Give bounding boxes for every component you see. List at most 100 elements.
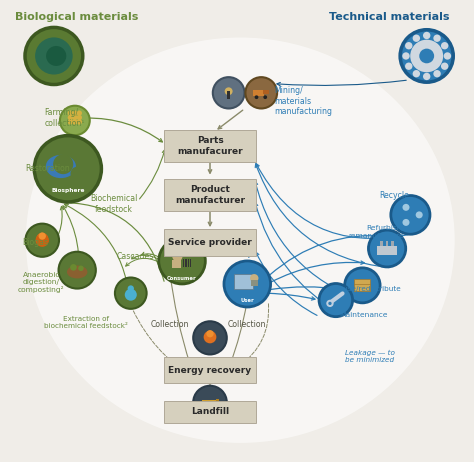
Circle shape <box>193 386 227 419</box>
Text: Extraction of
biochemical feedstock²: Extraction of biochemical feedstock² <box>44 316 128 329</box>
Circle shape <box>172 251 182 261</box>
Circle shape <box>213 77 245 109</box>
Circle shape <box>246 77 277 109</box>
FancyBboxPatch shape <box>164 357 256 383</box>
FancyBboxPatch shape <box>186 259 187 267</box>
FancyBboxPatch shape <box>392 241 394 246</box>
Circle shape <box>36 234 49 247</box>
Circle shape <box>410 40 443 72</box>
Circle shape <box>319 284 353 316</box>
Circle shape <box>416 212 423 219</box>
Circle shape <box>38 232 46 240</box>
Text: Farming/
collection¹: Farming/ collection¹ <box>45 108 85 128</box>
FancyBboxPatch shape <box>386 241 388 246</box>
FancyBboxPatch shape <box>172 260 181 268</box>
FancyBboxPatch shape <box>183 259 184 267</box>
Circle shape <box>250 274 258 282</box>
Circle shape <box>159 238 205 284</box>
FancyBboxPatch shape <box>216 399 219 407</box>
Text: Energy recovery: Energy recovery <box>168 365 252 375</box>
Circle shape <box>203 405 208 410</box>
Circle shape <box>59 252 96 289</box>
Circle shape <box>46 46 66 66</box>
FancyBboxPatch shape <box>164 130 256 162</box>
Text: Anaerobic
digestion/
composting²: Anaerobic digestion/ composting² <box>18 272 64 293</box>
Circle shape <box>115 278 146 309</box>
FancyBboxPatch shape <box>253 90 264 96</box>
Text: Collection: Collection <box>228 320 266 328</box>
FancyBboxPatch shape <box>201 400 217 406</box>
Text: User: User <box>240 298 254 303</box>
Circle shape <box>125 289 137 301</box>
Circle shape <box>68 119 73 125</box>
Ellipse shape <box>26 37 455 443</box>
Circle shape <box>345 268 380 303</box>
Text: Biogas: Biogas <box>23 238 49 247</box>
FancyBboxPatch shape <box>235 274 253 289</box>
Circle shape <box>225 87 233 95</box>
FancyBboxPatch shape <box>185 259 186 267</box>
Text: Service provider: Service provider <box>168 238 252 247</box>
Text: Landfill: Landfill <box>191 407 229 416</box>
FancyBboxPatch shape <box>263 90 269 94</box>
Circle shape <box>60 106 90 135</box>
Text: Restoration: Restoration <box>25 164 70 173</box>
Circle shape <box>405 42 412 49</box>
Circle shape <box>328 302 332 305</box>
Ellipse shape <box>67 266 87 279</box>
Circle shape <box>433 70 441 77</box>
Circle shape <box>444 52 451 60</box>
Text: Collection: Collection <box>150 320 189 328</box>
Circle shape <box>413 35 420 42</box>
Text: Consumer: Consumer <box>167 276 197 281</box>
Text: Reuse/redistribute: Reuse/redistribute <box>334 286 401 292</box>
Text: Leakage — to
be minimized: Leakage — to be minimized <box>345 350 395 363</box>
Circle shape <box>193 321 227 354</box>
FancyBboxPatch shape <box>380 241 383 246</box>
Circle shape <box>402 204 410 211</box>
Circle shape <box>35 37 73 74</box>
Text: Biological materials: Biological materials <box>16 12 139 22</box>
FancyBboxPatch shape <box>129 287 133 292</box>
Circle shape <box>413 70 420 77</box>
Circle shape <box>77 115 82 120</box>
Circle shape <box>224 261 271 307</box>
FancyBboxPatch shape <box>164 229 256 256</box>
Circle shape <box>423 32 430 39</box>
Circle shape <box>400 30 453 82</box>
Text: Cascades: Cascades <box>117 252 154 261</box>
Circle shape <box>211 405 216 410</box>
Text: Recycle: Recycle <box>379 190 409 200</box>
Circle shape <box>264 95 267 99</box>
FancyBboxPatch shape <box>164 401 256 423</box>
FancyBboxPatch shape <box>355 279 370 292</box>
Text: Mining/
materials
manufacturing: Mining/ materials manufacturing <box>274 86 332 116</box>
Circle shape <box>128 286 134 292</box>
Circle shape <box>68 115 73 120</box>
Circle shape <box>368 230 406 267</box>
Circle shape <box>423 73 430 80</box>
FancyBboxPatch shape <box>228 91 230 99</box>
Circle shape <box>441 42 448 49</box>
Circle shape <box>53 154 73 174</box>
Circle shape <box>77 110 82 116</box>
Circle shape <box>78 266 84 271</box>
Text: Refurbish/
remanufacture: Refurbish/ remanufacture <box>349 225 404 238</box>
FancyBboxPatch shape <box>190 259 191 267</box>
Circle shape <box>34 136 101 202</box>
Text: Biosphere: Biosphere <box>51 188 85 193</box>
Circle shape <box>433 35 441 42</box>
Text: Biochemical
feedstock: Biochemical feedstock <box>90 195 137 214</box>
Circle shape <box>72 115 78 120</box>
Circle shape <box>25 27 83 85</box>
Circle shape <box>255 95 258 99</box>
Circle shape <box>204 331 216 343</box>
Circle shape <box>72 119 78 125</box>
Text: Technical materials: Technical materials <box>329 12 450 22</box>
Circle shape <box>419 49 434 63</box>
FancyBboxPatch shape <box>188 259 189 267</box>
Circle shape <box>72 110 78 116</box>
Circle shape <box>206 330 214 337</box>
Circle shape <box>71 167 84 180</box>
Circle shape <box>402 52 410 60</box>
